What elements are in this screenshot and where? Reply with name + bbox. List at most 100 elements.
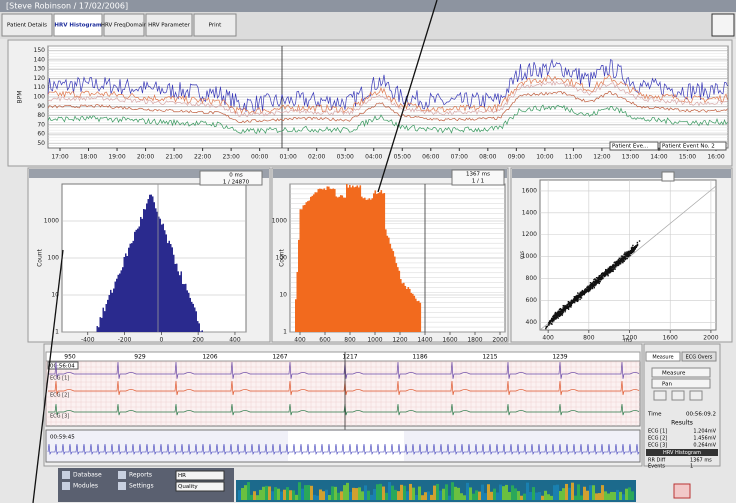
y-axis-label: BPM: [17, 91, 24, 104]
timeline-band: [589, 485, 592, 500]
timeline-band: [547, 494, 550, 500]
hist-shape: [129, 243, 131, 332]
scatter-dot: [556, 314, 558, 316]
scatter-dot: [554, 317, 556, 319]
tool-icon[interactable]: [653, 390, 667, 401]
scatter-dot: [554, 312, 556, 315]
y-tick-label: 1: [283, 329, 287, 336]
header-box: [661, 171, 675, 182]
nav-icon[interactable]: [62, 482, 70, 490]
scatter-dot: [576, 298, 579, 301]
hist-shape: [138, 226, 140, 332]
scatter-dot: [630, 248, 633, 250]
hist-shape: [176, 263, 178, 332]
hist-shape: [359, 185, 362, 332]
rr-value: 929: [134, 354, 146, 361]
time-box: [47, 361, 79, 370]
scatter-dot: [607, 273, 609, 276]
y-tick-label: 1: [55, 329, 59, 336]
scatter-dot: [553, 320, 555, 322]
timeline-band: [256, 495, 259, 500]
scatter-dot: [591, 287, 594, 290]
window-title: [Steve Robinson / 17/02/2006]: [6, 2, 128, 11]
scatter-dot: [558, 313, 561, 315]
scatter-dot: [557, 310, 560, 312]
hist-shape: [344, 197, 347, 332]
tab[interactable]: [53, 13, 103, 37]
select-box[interactable]: [175, 481, 225, 492]
timeline-band: [619, 491, 622, 500]
side-button[interactable]: [651, 367, 711, 378]
hist-shape: [415, 298, 417, 332]
timeline-band: [496, 492, 499, 500]
tab[interactable]: [1, 13, 53, 37]
hist-shape: [174, 263, 176, 332]
scatter-dot: [548, 321, 550, 324]
select-box[interactable]: [175, 470, 225, 481]
tool-icon[interactable]: [671, 390, 685, 401]
tool-icon[interactable]: [689, 390, 703, 401]
hist-shape: [335, 196, 338, 332]
scatter-dot: [567, 300, 570, 303]
scatter-dot: [636, 241, 639, 244]
window-icon[interactable]: [711, 13, 735, 37]
y-tick-label: 1200: [522, 231, 537, 238]
x-tick-label: 1000: [367, 337, 382, 344]
hist-shape: [317, 189, 320, 332]
timeline-band: [460, 493, 463, 500]
timeline-band: [340, 491, 343, 500]
scatter-dot: [554, 311, 557, 314]
tab[interactable]: [103, 13, 145, 37]
scatter-dot: [618, 263, 620, 265]
nav-icon[interactable]: [62, 471, 70, 479]
hist-shape: [200, 331, 202, 332]
hist-shape: [198, 323, 200, 332]
scatter-dot: [629, 252, 632, 255]
scatter-dot: [576, 300, 579, 302]
timeline-band: [295, 494, 298, 500]
ecg-ruler: [45, 351, 641, 362]
scatter-dot: [622, 261, 624, 264]
scatter-dot: [561, 308, 563, 311]
side-tab[interactable]: [681, 351, 717, 362]
hist-shape: [152, 196, 154, 332]
scatter-dot: [615, 264, 617, 266]
y-tick-label: 110: [34, 84, 46, 91]
side-button[interactable]: [651, 378, 711, 389]
timeline-band: [406, 491, 409, 500]
scatter-dot: [619, 261, 621, 263]
scatter-dot: [635, 246, 637, 249]
hist-shape: [376, 193, 378, 332]
timeline-band: [415, 495, 418, 500]
scatter-dot: [591, 284, 593, 287]
hist-shape: [391, 248, 393, 332]
scatter-dot: [612, 269, 614, 271]
scatter-dot: [594, 278, 596, 280]
tab[interactable]: [145, 13, 193, 37]
tab[interactable]: [193, 13, 237, 37]
y-tick-label: 60: [37, 131, 45, 138]
scatter-dot: [619, 259, 621, 261]
timeline-band: [364, 485, 367, 500]
hist-shape: [161, 224, 163, 332]
scatter-dot: [552, 316, 554, 318]
hist-shape: [305, 202, 308, 332]
hist-shape: [362, 198, 365, 332]
side-tab[interactable]: [645, 351, 681, 362]
rr-value: 1239: [552, 354, 567, 361]
scatter-dot: [547, 324, 550, 326]
scatter-dot: [631, 248, 634, 250]
x-tick-label: 12:00: [593, 154, 610, 161]
scatter-dot: [628, 251, 631, 253]
nav-icon[interactable]: [118, 482, 126, 490]
timeline-band: [502, 486, 505, 500]
scatter-dot: [549, 321, 552, 323]
timeline-band: [445, 484, 448, 500]
scatter-dot: [606, 270, 609, 272]
header-label: 1 / 1: [472, 179, 484, 185]
timeline-band: [526, 482, 529, 500]
nav-icon[interactable]: [118, 471, 126, 479]
timeline-band: [283, 489, 286, 500]
scatter-dot: [549, 320, 551, 322]
timeline-band: [328, 495, 331, 500]
